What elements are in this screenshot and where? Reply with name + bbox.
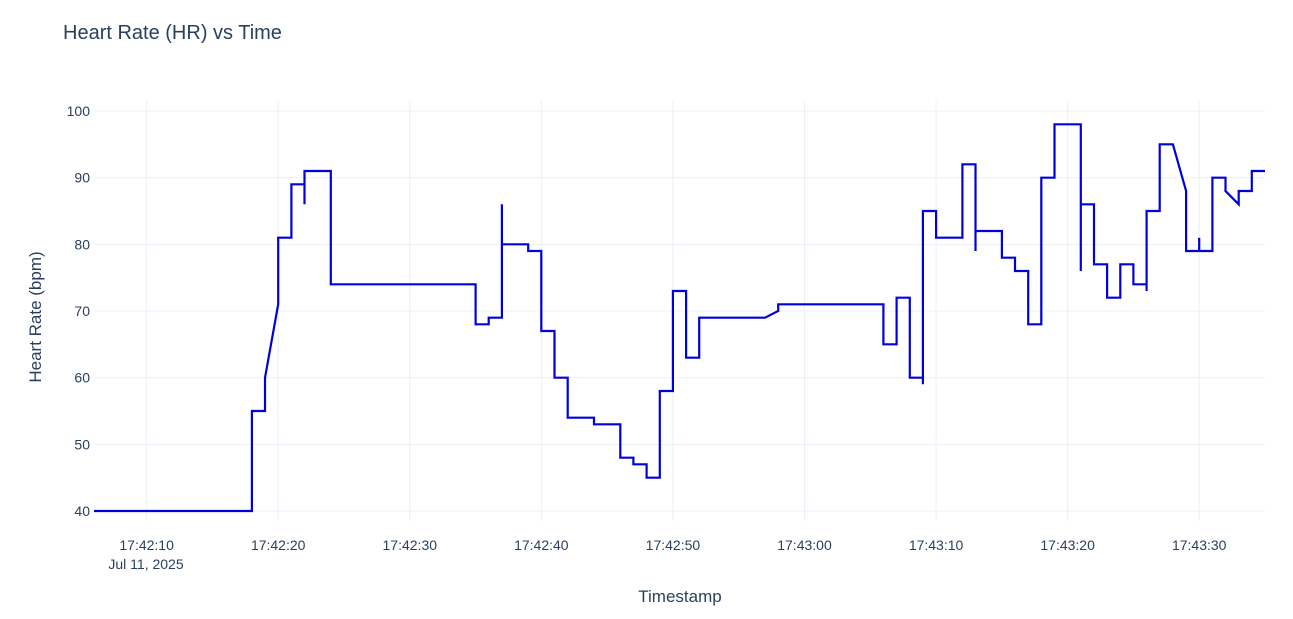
y-tick-label: 100 [67,103,91,119]
x-tick-label: 17:43:10 [909,537,964,553]
y-tick-label: 40 [74,503,90,519]
y-tick-label: 50 [74,436,90,452]
x-tick-label: 17:43:30 [1172,537,1227,553]
x-tick-label: 17:43:00 [777,537,832,553]
y-tick-label: 80 [74,236,90,252]
x-tick-label: 17:42:10 [119,537,174,553]
x-tick-label: 17:42:50 [646,537,701,553]
y-axis-title: Heart Rate (bpm) [26,251,45,382]
chart-title: Heart Rate (HR) vs Time [63,22,282,44]
y-tick-label: 60 [74,370,90,386]
series-layer [94,123,1265,513]
x-tick-label: 17:42:30 [383,537,438,553]
y-tick-label: 90 [74,170,90,186]
tick-labels: 40 50 60 70 80 90 100 17:42:10 17:42:20 17:42:30 1… [67,103,1227,553]
x-tick-label: 17:43:20 [1040,537,1095,553]
y-tick-label: 70 [74,303,90,319]
x-tick-label: 17:42:20 [251,537,306,553]
x-date-label: Jul 11, 2025 [108,556,183,572]
hr-series-line [94,123,1265,513]
grid [94,101,1265,521]
x-tick-label: 17:42:40 [514,537,569,553]
x-axis-title: Timestamp [638,587,721,606]
